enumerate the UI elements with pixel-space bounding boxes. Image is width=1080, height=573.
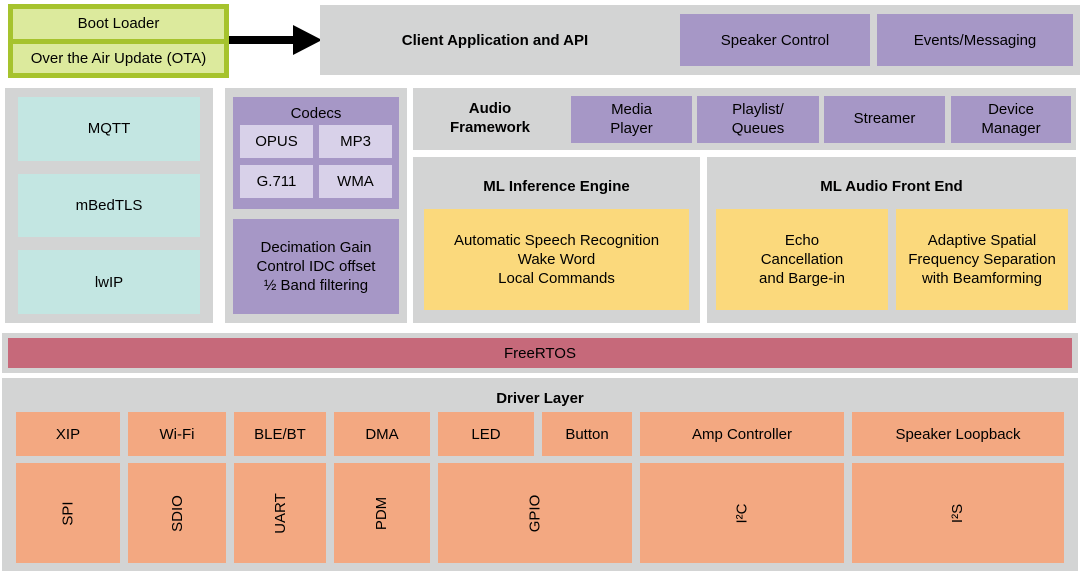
freertos-panel: FreeRTOS [2, 333, 1078, 373]
led-block: LED [438, 412, 534, 456]
driver-layer-title: Driver Layer [496, 390, 584, 407]
amp-controller-block: Amp Controller [640, 412, 844, 456]
codecs-title: Codecs [290, 104, 342, 122]
speaker-loopback-block: Speaker Loopback [852, 412, 1064, 456]
ml-inference-panel: ML Inference Engine Automatic Speech Rec… [413, 157, 700, 323]
streamer-block: Streamer [824, 96, 945, 143]
driver-grid: XIP Wi-Fi BLE/BT DMA LED Button Amp Cont… [16, 412, 1064, 563]
uart-block: UART [234, 463, 326, 563]
codec-mp3-block: MP3 [319, 125, 392, 158]
ml-inference-title: ML Inference Engine [483, 178, 630, 195]
codec-wma-block: WMA [319, 165, 392, 198]
gpio-block: GPIO [438, 463, 632, 563]
button-block: Button [542, 412, 632, 456]
xip-block: XIP [16, 412, 120, 456]
ble-bt-block: BLE/BT [234, 412, 326, 456]
i2c-label: I²C [733, 503, 751, 523]
media-player-block: Media Player [571, 96, 692, 143]
dma-block: DMA [334, 412, 430, 456]
uart-label: UART [271, 492, 289, 534]
mbedtls-block: mBedTLS [18, 173, 200, 238]
i2s-label: I²S [949, 503, 967, 523]
codecs-block: Codecs OPUS MP3 G.711 WMA [233, 97, 399, 209]
lwip-block: lwIP [18, 250, 200, 315]
freertos-bar: FreeRTOS [8, 338, 1072, 368]
codec-g711-block: G.711 [240, 165, 313, 198]
driver-layer-panel: Driver Layer XIP Wi-Fi BLE/BT DMA LED Bu… [2, 378, 1078, 571]
speaker-control-block: Speaker Control [680, 14, 870, 66]
boot-module: Boot Loader Over the Air Update (OTA) [8, 4, 229, 78]
arrow-head [293, 25, 322, 55]
flow-arrow-icon [229, 25, 322, 55]
client-application-title: Client Application and API [401, 31, 589, 49]
ml-audio-front-end-title: ML Audio Front End [820, 178, 963, 195]
arrow-shaft [229, 36, 295, 44]
spi-label: SPI [59, 500, 77, 526]
device-manager-block: Device Manager [951, 96, 1071, 143]
mqtt-block: MQTT [18, 97, 200, 161]
echo-cancellation-block: Echo Cancellation and Barge-in [716, 209, 888, 310]
ota-update-block: Over the Air Update (OTA) [13, 43, 224, 73]
sdio-label: SDIO [168, 494, 186, 532]
pdm-label: PDM [373, 496, 391, 530]
speech-recognition-block: Automatic Speech Recognition Wake Word L… [424, 209, 689, 310]
ml-audio-front-end-row: Echo Cancellation and Barge-in Adaptive … [716, 209, 1068, 310]
events-messaging-block: Events/Messaging [877, 14, 1073, 66]
sdio-block: SDIO [128, 463, 226, 563]
wifi-block: Wi-Fi [128, 412, 226, 456]
spi-block: SPI [16, 463, 120, 563]
pdm-block: PDM [334, 463, 430, 563]
boot-loader-block: Boot Loader [13, 9, 224, 39]
audio-framework-panel: Audio Framework Media Player Playlist/ Q… [413, 88, 1076, 150]
i2c-block: I²C [640, 463, 844, 563]
connectivity-panel: MQTT mBedTLS lwIP [5, 88, 213, 323]
beamforming-block: Adaptive Spatial Frequency Separation wi… [896, 209, 1068, 310]
gpio-label: GPIO [526, 494, 544, 532]
audio-framework-title: Audio Framework [449, 100, 531, 136]
client-application-panel: Client Application and API Speaker Contr… [320, 5, 1080, 75]
codec-grid: OPUS MP3 G.711 WMA [233, 125, 399, 198]
ml-audio-front-end-panel: ML Audio Front End Echo Cancellation and… [707, 157, 1076, 323]
playlist-queues-block: Playlist/ Queues [697, 96, 819, 143]
codecs-panel: Codecs OPUS MP3 G.711 WMA Decimation Gai… [225, 88, 407, 323]
codec-opus-block: OPUS [240, 125, 313, 158]
decimation-block: Decimation Gain Control IDC offset ½ Ban… [233, 219, 399, 314]
i2s-block: I²S [852, 463, 1064, 563]
